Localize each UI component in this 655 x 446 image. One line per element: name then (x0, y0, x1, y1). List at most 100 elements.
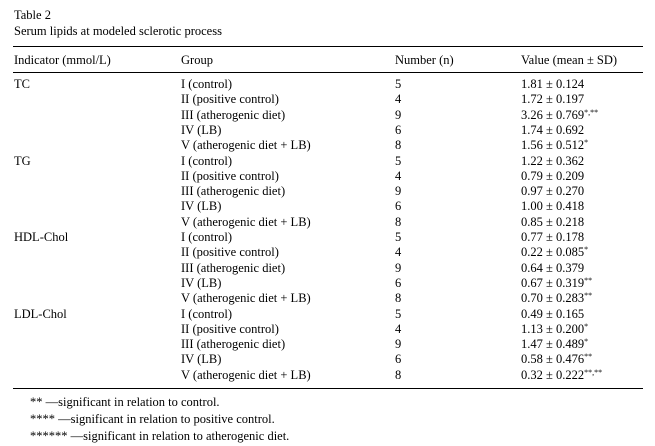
indicator-label: LDL-Chol (14, 306, 67, 321)
number-cell: 8 (395, 291, 402, 306)
group-cell: III (atherogenic diet) (181, 337, 286, 352)
number-cell: 9 (395, 260, 402, 275)
bottom-rule (13, 388, 643, 389)
value-text: 0.70 ± 0.283 (521, 291, 585, 306)
group-cell: IV (LB) (181, 352, 222, 367)
header-number: Number (n) (395, 53, 454, 67)
significance-mark: * (584, 245, 589, 255)
footnote: **** —significant in relation to positiv… (30, 412, 275, 427)
value-cell: 0.58 ± 0.476** (521, 352, 592, 367)
value-cell: 1.00 ± 0.418 (521, 199, 584, 214)
number-cell: 9 (395, 184, 402, 199)
value-cell: 0.77 ± 0.178 (521, 230, 584, 245)
number-cell: 8 (395, 214, 402, 229)
value-cell: 1.22 ± 0.362 (521, 154, 584, 169)
indicator-label: HDL-Chol (14, 230, 69, 244)
significance-mark: * (584, 337, 589, 347)
significance-mark: ** (584, 352, 593, 362)
value-cell: 0.97 ± 0.270 (521, 184, 584, 199)
value-text: 3.26 ± 0.769 (521, 107, 585, 122)
significance-mark: ** (584, 291, 593, 301)
group-cell: IV (LB) (181, 122, 222, 137)
header-indicator: Indicator (mmol/L) (14, 53, 111, 67)
number-cell: 6 (395, 352, 402, 367)
value-cell: 0.32 ± 0.222**,** (521, 368, 602, 383)
number-cell: 8 (395, 138, 402, 153)
value-cell: 3.26 ± 0.769*,** (521, 108, 598, 123)
footnote-mark: **** (30, 412, 55, 426)
indicator-label: TC (14, 77, 30, 91)
value-cell: 1.56 ± 0.512* (521, 138, 588, 153)
value-cell: 0.49 ± 0.165 (521, 307, 584, 322)
footnote-mark: ** (30, 395, 43, 409)
value-text: 1.74 ± 0.692 (521, 122, 585, 137)
value-text: 0.85 ± 0.218 (521, 214, 585, 229)
number-cell: 5 (395, 230, 402, 244)
group-cell: IV (LB) (181, 199, 222, 214)
value-cell: 1.81 ± 0.124 (521, 77, 584, 92)
significance-mark: ** (584, 275, 593, 285)
group-cell: V (atherogenic diet + LB) (181, 138, 311, 153)
footnote-mark: ****** (30, 429, 68, 443)
value-cell: 0.67 ± 0.319** (521, 276, 592, 291)
group-cell: V (atherogenic diet + LB) (181, 367, 311, 382)
number-cell: 5 (395, 306, 402, 321)
value-text: 0.97 ± 0.270 (521, 184, 585, 199)
group-cell: IV (LB) (181, 275, 222, 290)
significance-mark: **,** (584, 367, 603, 377)
header-group: Group (181, 53, 213, 67)
value-text: 1.00 ± 0.418 (521, 199, 585, 214)
value-cell: 1.13 ± 0.200* (521, 322, 588, 337)
value-cell: 0.22 ± 0.085* (521, 245, 588, 260)
group-cell: III (atherogenic diet) (181, 107, 286, 122)
footnote-text: —significant in relation to control. (45, 395, 220, 409)
value-text: 0.58 ± 0.476 (521, 352, 585, 367)
group-cell: II (positive control) (181, 321, 279, 336)
indicator-label: TG (14, 153, 31, 168)
number-cell: 9 (395, 337, 402, 352)
value-text: 0.67 ± 0.319 (521, 275, 585, 290)
group-cell: I (control) (181, 153, 233, 168)
table-title: Serum lipids at modeled sclerotic proces… (14, 24, 222, 38)
number-cell: 5 (395, 77, 402, 91)
number-cell: 6 (395, 275, 402, 290)
value-cell: 0.85 ± 0.218 (521, 215, 584, 230)
group-cell: II (positive control) (181, 245, 279, 260)
group-cell: II (positive control) (181, 92, 279, 107)
group-cell: I (control) (181, 230, 233, 244)
header-value: Value (mean ± SD) (521, 53, 618, 67)
footnote-text: —significant in relation to atherogenic … (70, 429, 290, 443)
number-cell: 6 (395, 199, 402, 214)
group-cell: II (positive control) (181, 168, 279, 183)
number-cell: 4 (395, 321, 402, 336)
group-cell: I (control) (181, 77, 233, 91)
number-cell: 9 (395, 107, 402, 122)
value-text: 0.77 ± 0.178 (521, 230, 585, 244)
value-cell: 1.72 ± 0.197 (521, 92, 584, 107)
footnote: ****** —significant in relation to ather… (30, 429, 289, 444)
value-text: 1.56 ± 0.512 (521, 138, 585, 153)
significance-mark: * (584, 138, 589, 148)
top-rule (13, 46, 643, 47)
value-text: 1.22 ± 0.362 (521, 153, 585, 168)
value-cell: 1.74 ± 0.692 (521, 123, 584, 138)
value-cell: 0.70 ± 0.283** (521, 291, 592, 306)
value-cell: 1.47 ± 0.489* (521, 337, 588, 352)
number-cell: 6 (395, 122, 402, 137)
number-cell: 4 (395, 168, 402, 183)
significance-mark: * (584, 321, 589, 331)
number-cell: 4 (395, 92, 402, 107)
significance-mark: *,** (584, 107, 599, 117)
footnote-text: —significant in relation to positive con… (58, 412, 275, 426)
value-text: 1.72 ± 0.197 (521, 92, 585, 107)
group-cell: V (atherogenic diet + LB) (181, 291, 311, 306)
number-cell: 4 (395, 245, 402, 260)
value-text: 1.13 ± 0.200 (521, 321, 585, 336)
value-text: 0.49 ± 0.165 (521, 306, 585, 321)
group-cell: III (atherogenic diet) (181, 260, 286, 275)
value-text: 1.47 ± 0.489 (521, 337, 585, 352)
group-cell: III (atherogenic diet) (181, 184, 286, 199)
number-cell: 8 (395, 367, 402, 382)
group-cell: I (control) (181, 306, 233, 321)
value-cell: 0.79 ± 0.209 (521, 169, 584, 184)
